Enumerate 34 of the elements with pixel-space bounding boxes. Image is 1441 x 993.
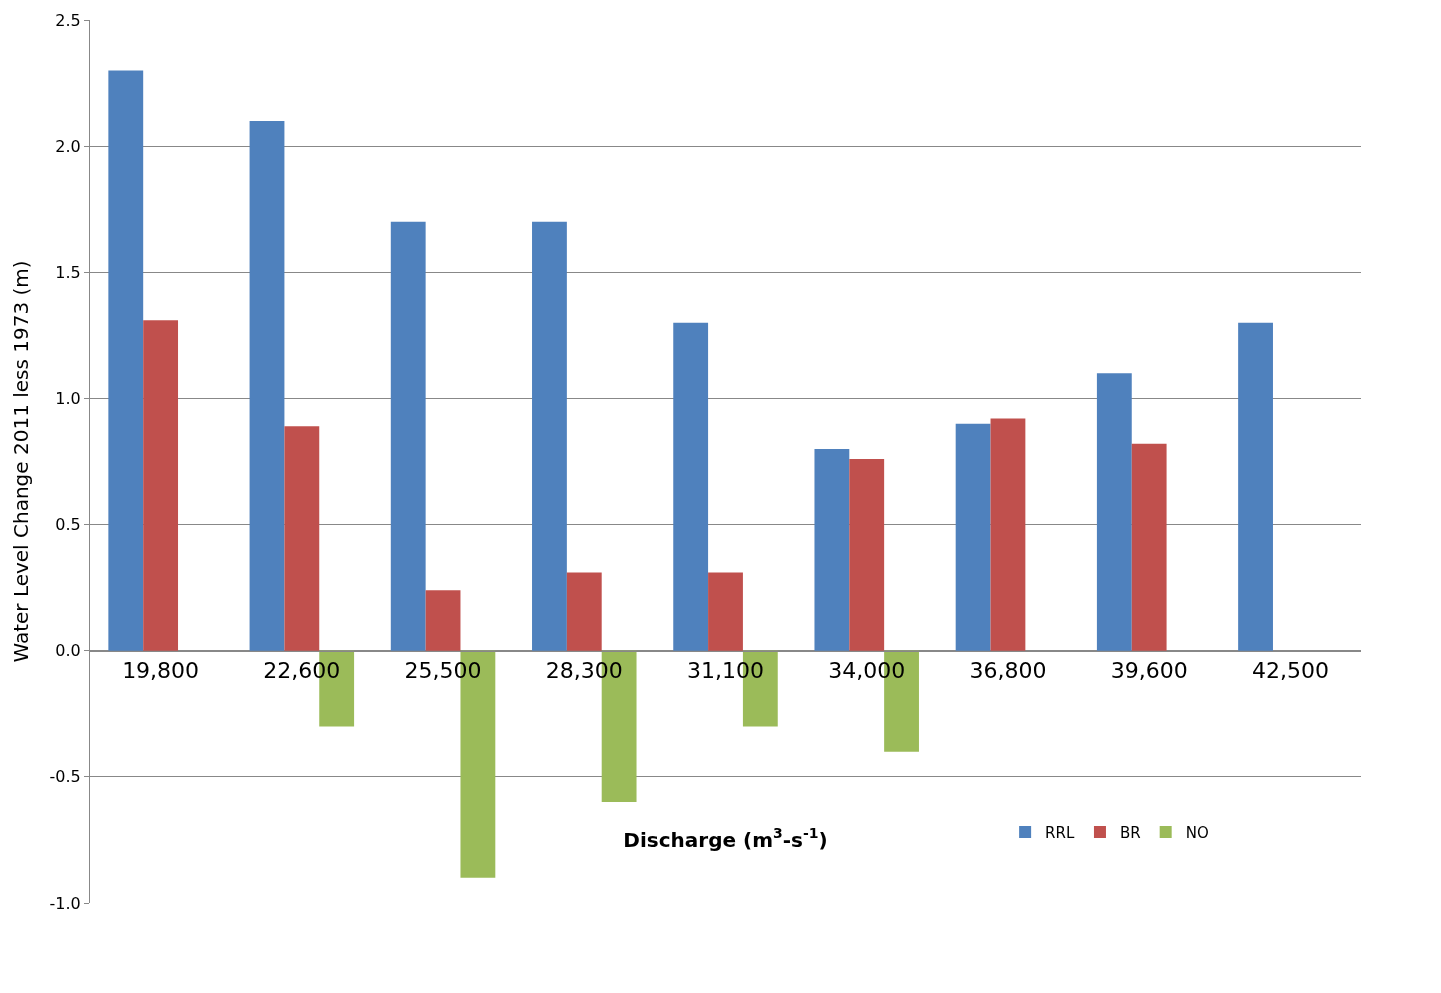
y-tick-label: 0.5 xyxy=(55,515,81,535)
y-tick-label: 2.5 xyxy=(55,10,81,30)
legend-label: BR xyxy=(1119,823,1141,842)
bar xyxy=(708,572,743,651)
bar xyxy=(814,448,850,651)
x-axis-title: Discharge (m$^{3}$-s$^{-1}$) xyxy=(623,825,828,852)
bar xyxy=(532,221,567,651)
y-tick-label: -0.5 xyxy=(49,767,81,787)
x-tick-label: 39,600 xyxy=(1110,658,1188,684)
bar xyxy=(284,426,320,651)
y-tick-label: 1.5 xyxy=(55,262,81,282)
bar xyxy=(990,418,1026,651)
bar xyxy=(425,590,461,651)
bar xyxy=(143,320,179,651)
bar xyxy=(1131,443,1167,651)
bar xyxy=(673,322,709,651)
bar xyxy=(566,572,602,651)
y-tick-label: 2.0 xyxy=(55,136,81,156)
x-tick-label: 19,800 xyxy=(122,658,200,684)
bar xyxy=(108,70,144,651)
y-tick-label: 1.0 xyxy=(55,389,81,409)
legend-label: NO xyxy=(1185,823,1209,842)
bar xyxy=(390,221,426,651)
bar xyxy=(955,423,991,651)
y-axis-title: Water Level Change 2011 less 1973 (m) xyxy=(9,260,34,663)
x-tick-label: 42,500 xyxy=(1251,658,1329,684)
bar xyxy=(1096,373,1132,651)
y-tick-label: -1.0 xyxy=(49,893,81,913)
y-tick-label: 0.0 xyxy=(55,641,81,661)
bar xyxy=(1238,322,1273,651)
bar xyxy=(249,120,285,651)
bar xyxy=(849,458,885,651)
legend-label: RRL xyxy=(1045,823,1075,842)
x-tick-label: 36,800 xyxy=(969,658,1047,684)
